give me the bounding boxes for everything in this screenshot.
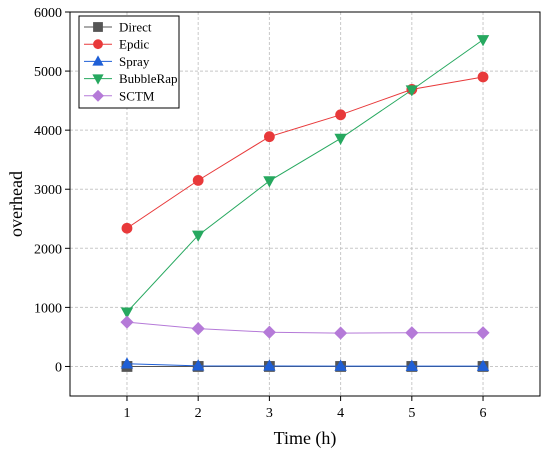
x-axis-title: Time (h) xyxy=(274,428,337,449)
y-tick-label: 6000 xyxy=(34,6,62,21)
y-tick-label: 5000 xyxy=(34,65,62,80)
data-point-bubblerap xyxy=(263,176,276,188)
data-point-sctm xyxy=(191,322,205,336)
y-tick-label: 3000 xyxy=(34,183,62,198)
x-tick-label: 4 xyxy=(337,406,344,421)
axes: 1 2 3 4 5 6 0 1000 2000 3000 4000 5000 6000 xyxy=(34,6,487,421)
data-point-bubblerap xyxy=(192,230,205,242)
legend-marker-bubblerap xyxy=(92,74,104,85)
legend-marker-spray xyxy=(92,55,104,66)
legend-label-spray: Spray xyxy=(119,54,150,69)
y-tick-label: 4000 xyxy=(34,124,62,139)
data-point-spray xyxy=(334,359,347,371)
series-line-bubblerap xyxy=(126,39,484,313)
data-point-epdic xyxy=(192,174,204,186)
legend-label-sctm: SCTM xyxy=(119,88,155,103)
data-point-sctm xyxy=(476,326,490,340)
legend-label-epdic: Epdic xyxy=(119,37,150,52)
data-point-bubblerap xyxy=(120,307,134,319)
legend-label-bubblerap: BubbleRap xyxy=(119,71,178,86)
x-tick-label: 1 xyxy=(123,406,130,421)
series-line-spray xyxy=(126,363,484,367)
data-point-bubblerap xyxy=(405,85,418,97)
data-point-bubblerap xyxy=(334,133,347,146)
data-point-spray xyxy=(192,359,205,371)
data-point-sctm xyxy=(262,325,276,339)
legend: Direct Epdic Spray BubbleRap SCTM xyxy=(78,15,180,109)
series-sctm xyxy=(120,315,490,340)
data-point-epdic xyxy=(335,109,347,121)
legend-marker-sctm xyxy=(92,89,104,102)
data-point-epdic xyxy=(263,131,275,143)
series-line-sctm xyxy=(126,321,484,334)
data-point-spray xyxy=(263,359,276,371)
data-point-spray xyxy=(405,359,418,371)
data-point-bubblerap xyxy=(476,35,490,47)
x-tick-label: 5 xyxy=(408,406,415,421)
series-spray xyxy=(120,357,490,371)
data-point-sctm xyxy=(405,326,419,340)
legend-marker-epdic xyxy=(93,39,103,50)
series-layer xyxy=(120,35,490,372)
x-tick-label: 2 xyxy=(195,406,202,421)
x-tick-label: 6 xyxy=(480,406,487,421)
data-point-spray xyxy=(476,359,490,371)
data-point-epdic xyxy=(477,71,489,83)
y-tick-label: 0 xyxy=(55,360,62,375)
series-bubblerap xyxy=(120,35,490,319)
legend-label-direct: Direct xyxy=(119,20,152,35)
series-line-epdic xyxy=(126,76,484,229)
y-tick-label: 1000 xyxy=(34,301,62,316)
data-point-sctm xyxy=(334,326,348,340)
y-tick-label: 2000 xyxy=(34,242,62,257)
plot-frame xyxy=(69,11,541,397)
data-point-spray xyxy=(120,357,134,369)
data-point-sctm xyxy=(120,315,134,329)
x-tick-label: 3 xyxy=(266,406,273,421)
data-point-epdic xyxy=(121,222,133,234)
legend-marker-direct xyxy=(93,22,103,32)
y-axis-title: overhead xyxy=(6,171,26,237)
